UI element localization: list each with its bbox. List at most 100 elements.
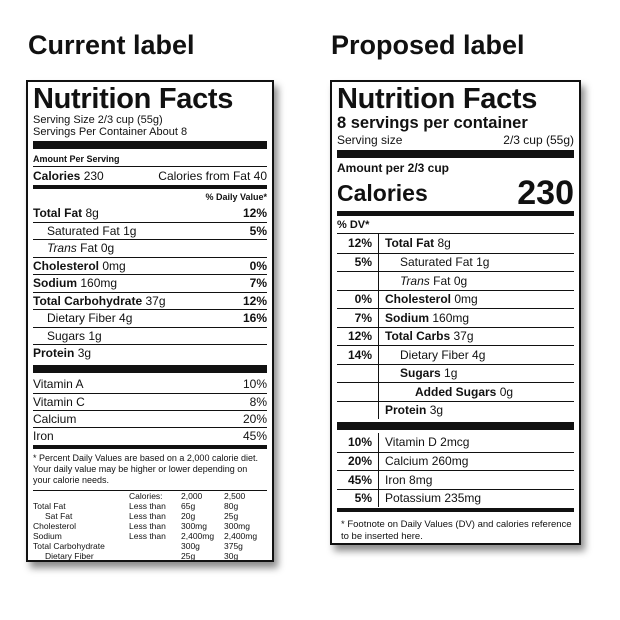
medium-rule — [33, 185, 267, 189]
nutrient-row: Total Carbohydrate 37g 12% — [33, 291, 267, 310]
dv-table-value: 2,400mg — [181, 530, 215, 541]
dv-cell: 0% — [337, 290, 379, 308]
vitamin-dv: 8% — [249, 394, 267, 409]
vitamin-row: 45% Iron 8mg — [337, 470, 574, 489]
nutrient-name: Added Sugars — [415, 384, 497, 399]
dv-table-value: 65g — [181, 500, 196, 511]
nutrient: Saturated Fat 1g — [379, 255, 489, 269]
nutrient: Sugars 1g — [379, 366, 457, 380]
dv-table-calories: Calories: — [129, 490, 163, 501]
vitamin-name: Iron — [33, 428, 54, 443]
nutrient-row: Trans Fat 0g — [337, 271, 574, 290]
nutrient-amount: 1g — [88, 328, 102, 343]
nutrient-dv: 45% — [347, 472, 372, 487]
serving-size-value: 2/3 cup (55g) — [503, 132, 574, 147]
nutrient-amount: 2mcg — [440, 435, 470, 450]
vitamins: Vitamin A 10% Vitamin C 8% Calcium 20% Iron 45% — [33, 376, 267, 444]
nutrient: Added Sugars 0g — [379, 385, 513, 399]
nutrient-row: Total Fat 8g 12% — [33, 204, 267, 222]
dv-table-qualifier: Less than — [129, 510, 166, 521]
dv-table-calories-col: 2,000 — [181, 490, 203, 501]
nutrient-dv: 10% — [347, 435, 372, 450]
dv-cell: 14% — [337, 346, 379, 364]
dv-table-calories-col: 2,500 — [224, 490, 246, 501]
nutrient: Cholesterol 0mg — [379, 292, 478, 306]
servings: Servings Per Container About 8 — [33, 126, 188, 138]
nutrient-dv: 12% — [347, 236, 372, 251]
nutrient: Potassium 235mg — [379, 491, 481, 505]
nutrient: Trans Fat 0g — [33, 241, 114, 255]
nutrient-dv: 0% — [249, 258, 267, 273]
nutrient-name: Sugars — [47, 328, 86, 343]
nutrient-amount: 4g — [472, 347, 486, 362]
vitamin-row: Calcium 20% — [33, 409, 267, 427]
nutrient: Total Carbs 37g — [379, 329, 474, 343]
serving-size-label: Serving size — [337, 132, 403, 147]
current-heading: Current label — [28, 30, 195, 60]
nutrient-amount: 260mg — [431, 454, 469, 469]
dv-table-header: Calories: 2,000 2,500 — [33, 490, 267, 501]
dv-table-qualifier: Less than — [129, 530, 166, 541]
nutrient-row: Trans Fat 0g — [33, 239, 267, 257]
dv-table-qualifier — [129, 551, 181, 561]
nutrient-name: Iron — [385, 472, 406, 487]
nutrient-amount: 8mg — [409, 472, 433, 487]
nutrient-dv: 12% — [242, 205, 267, 220]
dv-cell — [337, 383, 379, 401]
nutrient-dv: 12% — [347, 329, 372, 344]
calories-label: Calories — [33, 168, 81, 183]
vitamin-dv: 10% — [242, 377, 267, 391]
dv-table-value: 375g — [224, 540, 243, 551]
nutrient-dv: 16% — [242, 311, 267, 326]
nutrient-name: Cholesterol — [33, 258, 100, 273]
calories-value: 230 — [83, 168, 104, 183]
nutrient-amount: 1g — [444, 366, 458, 381]
nutrient-row: Added Sugars 0g — [337, 382, 574, 401]
nutrient-dv: 12% — [242, 293, 267, 308]
vitamin-row: 20% Calcium 260mg — [337, 451, 574, 470]
dv-table-value: 30g — [224, 550, 239, 561]
nutrient: Protein 3g — [379, 403, 443, 417]
nutrient-name: Protein — [385, 403, 427, 418]
nutrient-name: Sugars — [400, 366, 441, 381]
nutrient: Trans Fat 0g — [379, 274, 467, 288]
nutrient-amount: 0g — [100, 241, 115, 256]
calories-fat: Calories from Fat 40 — [158, 168, 267, 183]
thick-rule — [337, 150, 574, 158]
serving-size: Serving Size 2/3 cup (55g) — [33, 114, 163, 126]
nutrient-amount: 0g — [499, 384, 514, 399]
nutrient-name: Sodium — [385, 310, 429, 325]
dv-table-row: Total Carbohydrate 300g 375g — [33, 541, 267, 551]
nutrient-row: Dietary Fiber 4g 16% — [33, 309, 267, 327]
serving-size-row: Serving size 2/3 cup (55g) — [337, 132, 574, 147]
vitamin-name: Vitamin A — [33, 377, 84, 391]
vitamin-name: Calcium — [33, 411, 77, 426]
nutrient-dv: 20% — [347, 454, 372, 469]
nutrient-name: Saturated Fat — [47, 223, 120, 238]
nutrient-name: Dietary Fiber — [400, 347, 469, 362]
dv-table: Calories: 2,000 2,500 Total Fat Less than 65g… — [33, 489, 267, 561]
nutrient-name: Protein — [33, 346, 75, 361]
nutrient-amount: 3g — [77, 346, 92, 361]
medium-rule — [337, 508, 574, 512]
dv-cell — [337, 401, 379, 419]
nutrient-name: Vitamin D — [385, 435, 437, 450]
proposed-heading: Proposed label — [331, 30, 525, 60]
dv-table-value: 25g — [224, 510, 239, 521]
nutrient: Cholesterol 0mg — [33, 259, 126, 273]
nutrient-name: Total Fat — [33, 205, 83, 220]
dv-table-value: 25g — [181, 550, 196, 561]
nutrient-name-italic: Trans — [47, 241, 77, 256]
nutrient-name: Calcium — [385, 454, 429, 469]
dv-table-name: Cholesterol — [33, 520, 76, 531]
dv-cell — [337, 364, 379, 382]
vitamin-row: 10% Vitamin D 2mcg — [337, 433, 574, 452]
calories: Calories 230 — [33, 169, 104, 183]
dv-cell: 12% — [337, 234, 379, 253]
dv-table-value: 300g — [181, 540, 200, 551]
dv-table-qualifier: Less than — [129, 520, 166, 531]
dv-table-row: Dietary Fiber 25g 30g — [33, 551, 267, 561]
nutrient: Protein 3g — [33, 346, 91, 360]
calories-value: 230 — [517, 173, 574, 212]
nutrient-dv: 5% — [354, 255, 372, 270]
